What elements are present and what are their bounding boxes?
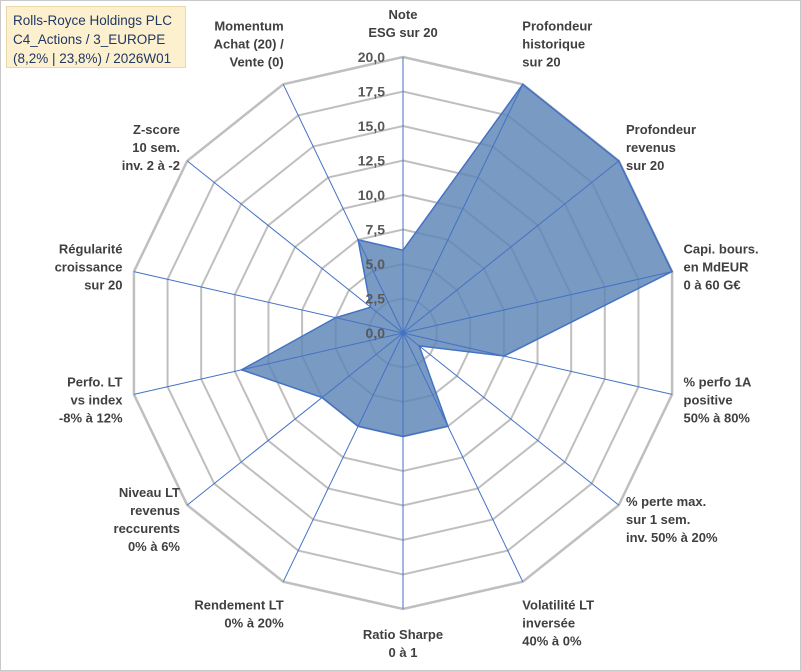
axis-spoke bbox=[402, 332, 620, 506]
axis-label: Profondeur historique sur 20 bbox=[522, 19, 592, 70]
axis-label: % perte max. sur 1 sem. inv. 50% à 20% bbox=[626, 494, 718, 545]
axis-spoke bbox=[402, 332, 673, 395]
series-area bbox=[239, 83, 674, 438]
title-company: Rolls-Royce Holdings PLC bbox=[13, 13, 173, 28]
axis-spoke bbox=[402, 332, 524, 582]
axis-label: Ratio Sharpe 0 à 1 bbox=[363, 627, 443, 660]
axis-spoke bbox=[186, 160, 404, 334]
tick-label: 5,0 bbox=[366, 256, 386, 272]
axis-label: % perfo 1A positive 50% à 80% bbox=[684, 374, 753, 425]
axis-label: Z-score 10 sem. inv. 2 à -2 bbox=[122, 122, 180, 173]
tick-label: 0,0 bbox=[366, 325, 386, 341]
tick-label: 20,0 bbox=[358, 49, 385, 65]
tick-label: 2,5 bbox=[366, 291, 386, 307]
axis-label: Momentum Achat (20) / Vente (0) bbox=[214, 19, 284, 70]
axis-spoke bbox=[282, 84, 404, 334]
axis-label: Niveau LT revenus reccurents 0% à 6% bbox=[114, 485, 181, 554]
axis-spoke bbox=[402, 271, 673, 334]
chart-title-box: Rolls-Royce Holdings PLC C4_Actions / 3_… bbox=[6, 6, 186, 68]
axis-spoke bbox=[133, 332, 404, 395]
axis-label: Volatilité LT inversée 40% à 0% bbox=[522, 598, 594, 649]
title-stats: (8,2% | 23,8%) / 2026W01 bbox=[13, 51, 172, 66]
axis-spoke bbox=[402, 160, 620, 334]
axis-label: Note ESG sur 20 bbox=[368, 7, 437, 40]
axis-label: Régularité croissance sur 20 bbox=[55, 242, 123, 293]
axis-label: Profondeur revenus sur 20 bbox=[626, 122, 696, 173]
tick-label: 10,0 bbox=[358, 187, 385, 203]
axis-spoke bbox=[186, 332, 404, 506]
radar-axis-labels: Note ESG sur 20 Profondeur historique sur 20… bbox=[55, 7, 759, 660]
axis-spoke bbox=[402, 84, 524, 334]
axis-spoke bbox=[282, 332, 404, 582]
tick-label: 12,5 bbox=[358, 153, 385, 169]
axis-label: Rendement LT 0% à 20% bbox=[194, 598, 284, 631]
radar-spokes bbox=[133, 57, 673, 609]
axis-spoke bbox=[133, 271, 404, 334]
axis-label: Perfo. LT vs index -8% à 12% bbox=[59, 374, 123, 425]
axis-label: Capi. bours. en MdEUR 0 à 60 G€ bbox=[684, 242, 759, 293]
radar-series bbox=[239, 83, 674, 438]
title-category: C4_Actions / 3_EUROPE bbox=[13, 32, 166, 47]
tick-label: 17,5 bbox=[358, 84, 385, 100]
tick-label: 15,0 bbox=[358, 118, 385, 134]
radar-tick-labels: 0,0 2,5 5,0 7,5 10,0 12,5 15,0 17,5 20,0 bbox=[358, 49, 385, 341]
tick-label: 7,5 bbox=[366, 222, 386, 238]
